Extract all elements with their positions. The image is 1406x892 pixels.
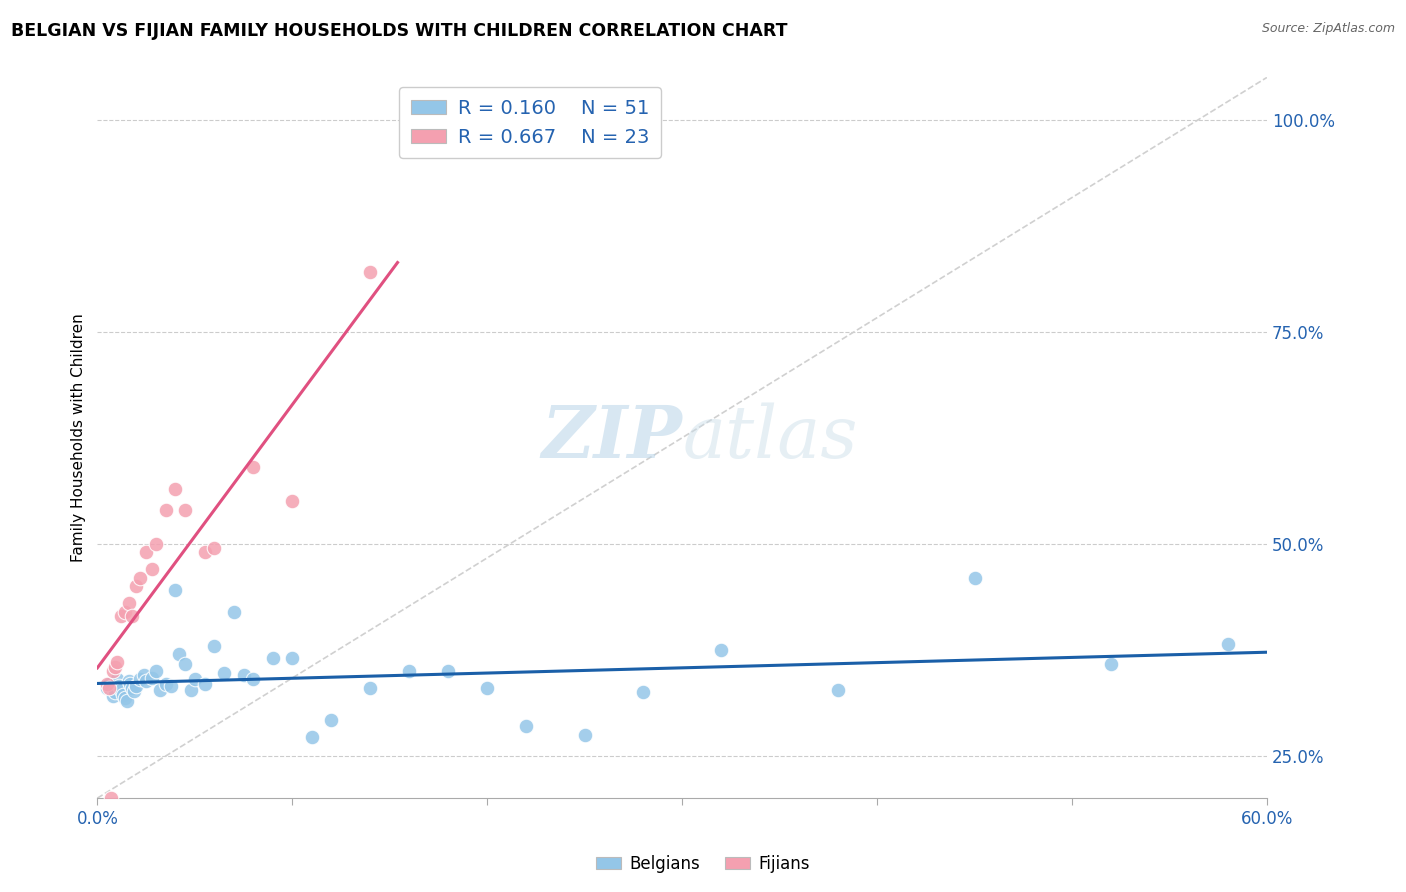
Point bbox=[114, 691, 136, 706]
Point bbox=[212, 665, 235, 680]
Point bbox=[107, 679, 129, 693]
Point bbox=[145, 537, 167, 551]
Point bbox=[1216, 637, 1239, 651]
Point bbox=[111, 688, 134, 702]
Text: Source: ZipAtlas.com: Source: ZipAtlas.com bbox=[1261, 22, 1395, 36]
Point bbox=[1099, 657, 1122, 672]
Point bbox=[105, 673, 128, 687]
Point bbox=[100, 682, 122, 697]
Point bbox=[117, 596, 139, 610]
Point bbox=[121, 608, 143, 623]
Point bbox=[114, 605, 136, 619]
Point bbox=[184, 673, 207, 687]
Point bbox=[321, 713, 343, 727]
Point bbox=[120, 676, 142, 690]
Point bbox=[180, 682, 202, 697]
Point bbox=[281, 494, 304, 508]
Point bbox=[129, 673, 152, 687]
Point bbox=[165, 482, 187, 496]
Point bbox=[124, 684, 146, 698]
Point bbox=[174, 657, 197, 672]
Point bbox=[202, 639, 225, 653]
Point bbox=[827, 682, 849, 697]
Point bbox=[141, 671, 163, 685]
Point bbox=[104, 659, 127, 673]
Point bbox=[631, 685, 654, 699]
Point bbox=[134, 668, 156, 682]
Point bbox=[125, 579, 148, 593]
Point bbox=[100, 791, 122, 805]
Text: BELGIAN VS FIJIAN FAMILY HOUSEHOLDS WITH CHILDREN CORRELATION CHART: BELGIAN VS FIJIAN FAMILY HOUSEHOLDS WITH… bbox=[11, 22, 787, 40]
Legend: R = 0.160    N = 51, R = 0.667    N = 23: R = 0.160 N = 51, R = 0.667 N = 23 bbox=[399, 87, 661, 158]
Point bbox=[96, 676, 118, 690]
Point bbox=[193, 676, 215, 690]
Point bbox=[222, 605, 245, 619]
Point bbox=[155, 676, 177, 690]
Point bbox=[160, 679, 183, 693]
Point bbox=[437, 664, 460, 678]
Point bbox=[232, 668, 254, 682]
Text: ZIP: ZIP bbox=[541, 402, 682, 474]
Point bbox=[96, 681, 118, 695]
Point bbox=[477, 681, 499, 695]
Point bbox=[242, 460, 264, 475]
Point bbox=[174, 503, 197, 517]
Point bbox=[574, 727, 596, 741]
Point bbox=[242, 673, 264, 687]
Point bbox=[115, 693, 138, 707]
Point bbox=[117, 674, 139, 689]
Point bbox=[202, 541, 225, 555]
Y-axis label: Family Households with Children: Family Households with Children bbox=[72, 313, 86, 562]
Point bbox=[135, 545, 157, 559]
Point bbox=[145, 664, 167, 678]
Point bbox=[193, 545, 215, 559]
Point bbox=[101, 664, 124, 678]
Point bbox=[155, 503, 177, 517]
Point bbox=[398, 664, 420, 678]
Point bbox=[710, 642, 733, 657]
Point bbox=[105, 656, 128, 670]
Point bbox=[104, 685, 127, 699]
Point bbox=[98, 676, 121, 690]
Point bbox=[149, 682, 172, 697]
Point bbox=[262, 651, 284, 665]
Point bbox=[281, 651, 304, 665]
Point bbox=[125, 679, 148, 693]
Legend: Belgians, Fijians: Belgians, Fijians bbox=[589, 848, 817, 880]
Point bbox=[515, 719, 537, 733]
Point bbox=[98, 681, 121, 695]
Point bbox=[110, 608, 132, 623]
Text: atlas: atlas bbox=[682, 402, 858, 473]
Point bbox=[359, 681, 381, 695]
Point bbox=[165, 583, 187, 598]
Point bbox=[129, 571, 152, 585]
Point bbox=[135, 674, 157, 689]
Point bbox=[110, 682, 132, 697]
Point bbox=[141, 562, 163, 576]
Point bbox=[121, 681, 143, 695]
Point bbox=[359, 265, 381, 279]
Point bbox=[301, 730, 323, 744]
Point bbox=[963, 571, 986, 585]
Point bbox=[167, 647, 190, 661]
Point bbox=[101, 690, 124, 704]
